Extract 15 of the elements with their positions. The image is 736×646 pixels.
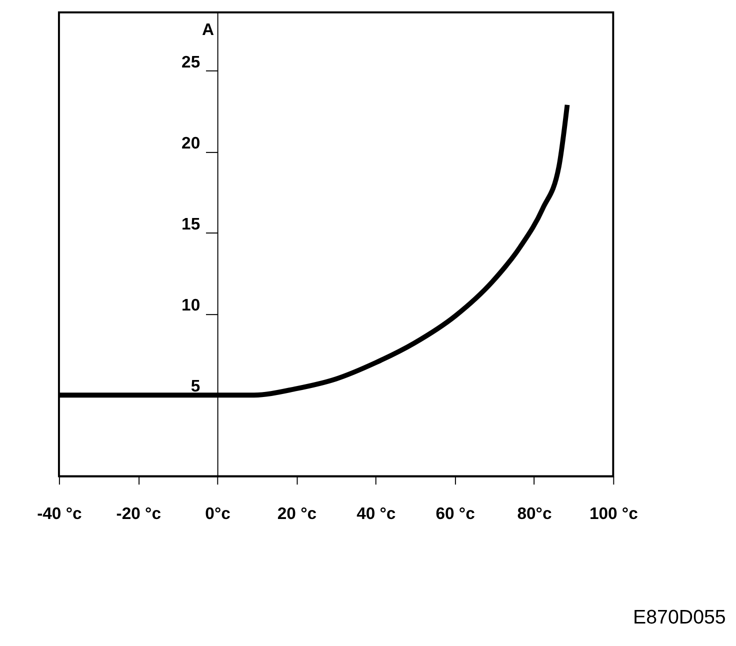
x-tick-label: 100 °c <box>589 504 638 523</box>
y-tick-label: 15 <box>182 214 200 234</box>
y-tick-label: 25 <box>182 52 200 72</box>
y-tick-label: 10 <box>182 296 200 315</box>
x-tick-label: -20 °c <box>116 504 161 523</box>
x-tick-label: 20 °c <box>277 504 317 523</box>
x-tick-label: 80°c <box>517 504 552 523</box>
y-tick-label: 5 <box>190 376 200 396</box>
y-tick-label: 20 <box>182 133 200 152</box>
x-tick-label: 40 °c <box>356 504 396 523</box>
text: E870D055 <box>633 606 726 629</box>
y-axis-title: A <box>202 20 214 39</box>
x-tick-label: -40 °c <box>37 504 82 523</box>
x-tick-label: 0°c <box>205 504 230 523</box>
x-tick-label: 60 °c <box>436 504 475 523</box>
